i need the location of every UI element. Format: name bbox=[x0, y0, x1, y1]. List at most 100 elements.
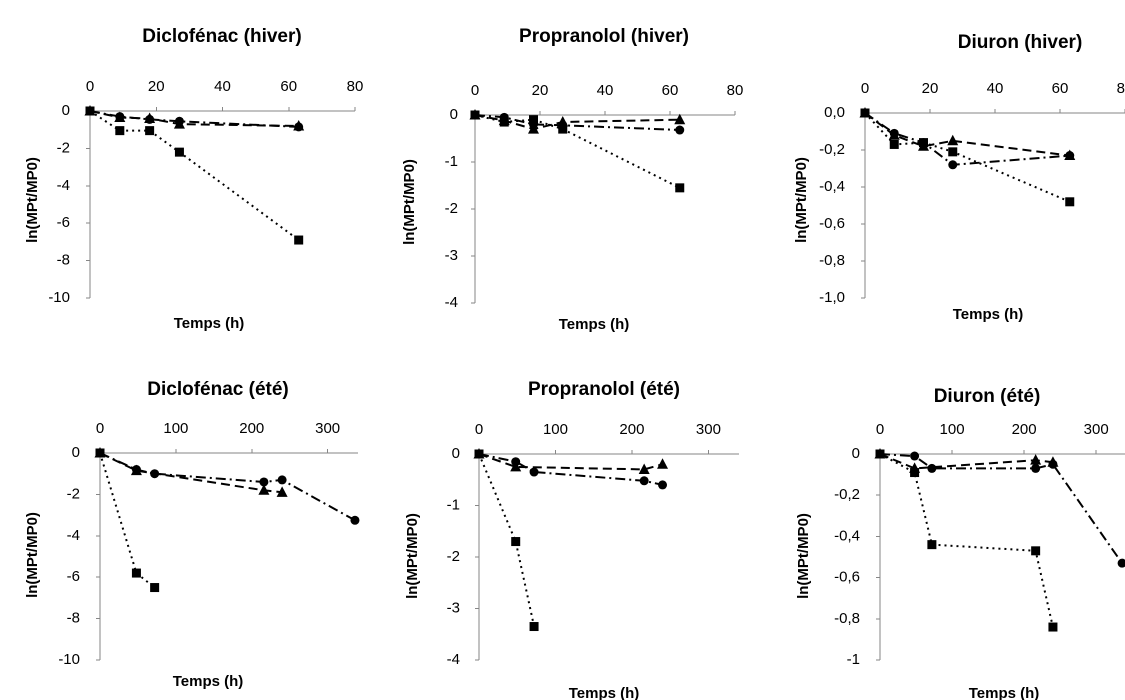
x-axis-label: Temps (h) bbox=[569, 685, 640, 700]
y-tick-label: -0,2 bbox=[834, 486, 860, 503]
data-point-circle bbox=[470, 110, 480, 120]
y-tick-label: -0,8 bbox=[834, 610, 860, 627]
y-tick-label: -10 bbox=[48, 289, 70, 306]
data-point-circle bbox=[259, 477, 269, 487]
x-tick-label: 0 bbox=[86, 78, 94, 95]
x-tick-label: 200 bbox=[239, 420, 264, 437]
data-point-circle bbox=[889, 128, 899, 138]
chart-panel-5: Propranolol (été) 0 100 200 300 0 -1 -2 -3 -4 Temp… bbox=[404, 379, 739, 700]
data-point-square bbox=[675, 183, 685, 193]
x-tick-label: 40 bbox=[214, 78, 231, 95]
data-point-circle bbox=[658, 480, 668, 490]
x-tick-label: 300 bbox=[696, 421, 721, 438]
y-tick-label: -0,6 bbox=[834, 569, 860, 586]
x-tick-label: 300 bbox=[1084, 421, 1109, 438]
x-tick-label: 0 bbox=[876, 421, 884, 438]
y-tick-label: -1,0 bbox=[819, 289, 845, 306]
x-tick-label: 40 bbox=[987, 80, 1004, 97]
x-tick-label: 40 bbox=[597, 82, 614, 99]
chart-title: Diuron (été) bbox=[934, 386, 1041, 407]
data-point-square bbox=[1048, 622, 1058, 632]
data-point-circle bbox=[85, 106, 95, 116]
y-tick-label: -0,6 bbox=[819, 215, 845, 232]
y-tick-label: -4 bbox=[67, 527, 80, 544]
y-tick-label: -4 bbox=[57, 177, 70, 194]
series-line-circle bbox=[879, 453, 1123, 564]
series-line-square bbox=[879, 453, 1054, 628]
data-point-circle bbox=[529, 467, 539, 477]
x-tick-label: 20 bbox=[532, 82, 549, 99]
y-tick-label: -0,4 bbox=[834, 527, 860, 544]
x-tick-label: 80 bbox=[727, 82, 744, 99]
data-point-circle bbox=[875, 449, 885, 459]
x-tick-label: 100 bbox=[543, 421, 568, 438]
y-tick-label: -3 bbox=[447, 599, 460, 616]
chart-panel-1: Diclofénac (hiver) 0 20 40 60 80 0 -2 -4 -6 -8 -10 T… bbox=[24, 26, 363, 332]
x-tick-label: 20 bbox=[148, 78, 165, 95]
x-tick-label: 80 bbox=[1117, 80, 1125, 97]
data-point-triangle bbox=[1030, 454, 1042, 465]
data-point-circle bbox=[350, 515, 360, 525]
y-tick-label: -0,2 bbox=[819, 141, 845, 158]
x-axis-label: Temps (h) bbox=[174, 315, 245, 332]
y-tick-label: -2 bbox=[445, 200, 458, 217]
y-tick-label: -4 bbox=[447, 651, 460, 668]
y-axis-label: ln(MPt/MP0) bbox=[793, 157, 810, 243]
series-line-circle bbox=[478, 453, 663, 486]
data-point-triangle bbox=[674, 113, 686, 125]
series-line-square bbox=[99, 452, 156, 589]
y-tick-label: -2 bbox=[447, 548, 460, 565]
y-tick-label: -2 bbox=[67, 485, 80, 502]
series-line-square bbox=[474, 114, 681, 189]
data-point-circle bbox=[499, 112, 509, 122]
data-point-circle bbox=[529, 119, 538, 129]
data-point-square bbox=[131, 568, 141, 578]
data-point-circle bbox=[511, 457, 521, 467]
y-tick-label: -0,4 bbox=[819, 178, 845, 195]
x-tick-label: 200 bbox=[619, 421, 644, 438]
x-tick-label: 0 bbox=[861, 80, 869, 97]
x-axis-label: Temps (h) bbox=[953, 306, 1024, 323]
x-tick-label: 0 bbox=[475, 421, 483, 438]
data-point-circle bbox=[639, 476, 649, 486]
chart-title: Propranolol (hiver) bbox=[519, 26, 689, 47]
data-point-circle bbox=[860, 108, 870, 118]
data-point-square bbox=[174, 147, 184, 157]
y-tick-label: -1 bbox=[445, 153, 458, 170]
y-tick-label: -1 bbox=[447, 496, 460, 513]
data-point-circle bbox=[1031, 463, 1041, 473]
chart-title: Diuron (hiver) bbox=[958, 32, 1083, 53]
x-tick-label: 60 bbox=[1052, 80, 1069, 97]
series-line-circle bbox=[99, 452, 356, 522]
data-point-square bbox=[1031, 546, 1041, 556]
y-tick-label: -3 bbox=[445, 247, 458, 264]
data-point-square bbox=[1065, 197, 1075, 207]
y-axis-label: ln(MPt/MP0) bbox=[404, 513, 421, 599]
data-point-circle bbox=[910, 451, 920, 461]
y-tick-label: 0,0 bbox=[824, 104, 845, 121]
series-line-triangle bbox=[879, 453, 1054, 470]
x-tick-label: 100 bbox=[163, 420, 188, 437]
y-tick-label: -0,8 bbox=[819, 252, 845, 269]
data-point-circle bbox=[1048, 459, 1058, 469]
x-tick-label: 300 bbox=[315, 420, 340, 437]
data-point-circle bbox=[95, 448, 105, 458]
data-point-square bbox=[145, 126, 155, 136]
x-axis-label: Temps (h) bbox=[559, 316, 630, 333]
x-tick-label: 20 bbox=[922, 80, 939, 97]
data-point-square bbox=[948, 147, 958, 157]
data-point-circle bbox=[558, 120, 568, 130]
y-tick-label: -8 bbox=[57, 252, 70, 269]
data-point-circle bbox=[115, 112, 125, 122]
y-axis-label: ln(MPt/MP0) bbox=[24, 512, 41, 598]
y-tick-label: -6 bbox=[57, 214, 70, 231]
chart-title: Propranolol (été) bbox=[528, 379, 680, 400]
data-point-circle bbox=[927, 463, 937, 473]
chart-title: Diclofénac (été) bbox=[147, 379, 288, 400]
x-tick-label: 60 bbox=[662, 82, 679, 99]
y-tick-label: -1 bbox=[847, 651, 860, 668]
y-axis-label: ln(MPt/MP0) bbox=[24, 157, 41, 243]
data-point-square bbox=[529, 622, 539, 632]
x-tick-label: 60 bbox=[280, 78, 297, 95]
x-tick-label: 100 bbox=[940, 421, 965, 438]
